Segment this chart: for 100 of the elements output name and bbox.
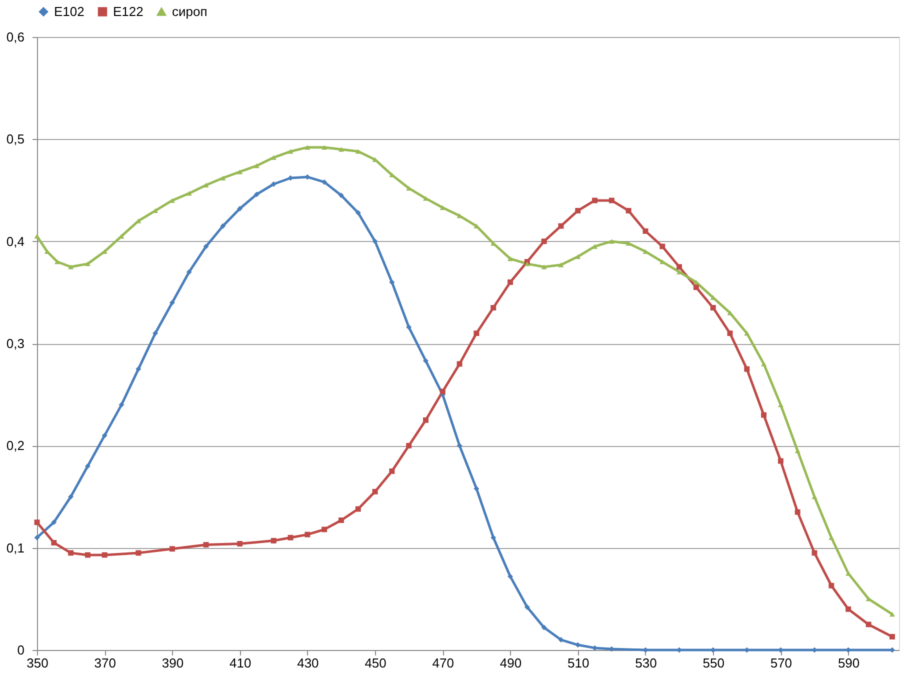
- point: [727, 330, 733, 336]
- point: [608, 198, 614, 204]
- point: [558, 262, 564, 268]
- y-tick-label: 0: [17, 642, 24, 658]
- point: [866, 622, 872, 628]
- point: [338, 147, 344, 152]
- point: [51, 540, 57, 546]
- point: [890, 612, 895, 617]
- point: [169, 300, 175, 306]
- x-tick-label: 430: [297, 656, 319, 670]
- x-tick-label: 350: [26, 656, 48, 670]
- x-tick-label: 410: [229, 656, 252, 670]
- point: [84, 552, 90, 558]
- point: [406, 324, 412, 330]
- point: [456, 442, 462, 448]
- point: [440, 205, 446, 210]
- x-tick-label: 590: [838, 656, 860, 670]
- point: [136, 366, 142, 372]
- x-tick-label: 390: [162, 656, 184, 670]
- point: [676, 264, 682, 270]
- y-tick-label: 0,3: [6, 336, 24, 351]
- x-tick-label: 470: [432, 656, 454, 670]
- point: [524, 604, 530, 610]
- point: [338, 192, 344, 198]
- x-tick-label: 550: [702, 656, 724, 670]
- point: [270, 538, 276, 544]
- y-tick-label: 0,6: [6, 30, 24, 44]
- point: [254, 163, 260, 168]
- point: [355, 210, 361, 216]
- point: [237, 206, 243, 212]
- point: [84, 261, 90, 266]
- point: [846, 606, 852, 612]
- point: [186, 190, 192, 196]
- point: [423, 358, 428, 364]
- point: [575, 208, 581, 214]
- point: [118, 402, 124, 408]
- point: [794, 509, 800, 515]
- point: [642, 228, 648, 234]
- point: [890, 634, 895, 640]
- point: [490, 534, 496, 540]
- y-tick-label: 0,4: [6, 234, 24, 249]
- x-tick-label: 570: [770, 656, 792, 670]
- point: [812, 550, 818, 556]
- x-tick-label: 450: [364, 656, 386, 670]
- point: [558, 637, 564, 643]
- x-tick-label: 510: [568, 656, 590, 670]
- legend-label: сироп: [172, 4, 208, 19]
- point: [203, 542, 209, 548]
- point: [541, 264, 547, 270]
- point: [693, 280, 699, 285]
- point: [220, 223, 226, 229]
- point: [68, 494, 74, 500]
- point: [490, 305, 496, 310]
- point: [474, 330, 480, 336]
- point: [744, 366, 750, 372]
- point: [744, 330, 750, 336]
- point: [270, 181, 276, 187]
- point: [34, 534, 40, 540]
- point: [237, 169, 243, 174]
- x-tick-label: 370: [94, 656, 116, 670]
- point: [254, 192, 260, 198]
- point: [186, 269, 192, 275]
- point: [372, 238, 378, 244]
- point: [102, 432, 108, 438]
- point: [423, 417, 428, 423]
- point: [169, 546, 175, 552]
- point: [508, 279, 513, 285]
- point: [828, 582, 834, 588]
- y-tick-label: 0,5: [6, 132, 24, 147]
- point: [693, 284, 699, 290]
- point: [34, 520, 40, 526]
- point: [558, 223, 564, 229]
- point: [389, 279, 395, 285]
- point: [304, 144, 310, 150]
- point: [389, 468, 395, 474]
- point: [355, 149, 361, 154]
- point: [136, 550, 142, 556]
- point: [626, 208, 632, 214]
- point: [778, 458, 784, 464]
- point: [203, 244, 209, 250]
- point: [304, 532, 310, 538]
- y-tick-label: 0,2: [6, 438, 24, 454]
- point: [440, 388, 446, 394]
- point: [761, 412, 767, 418]
- legend-label: E122: [113, 4, 144, 19]
- point: [592, 198, 598, 204]
- point: [660, 244, 666, 250]
- point: [508, 574, 513, 580]
- point: [423, 196, 428, 201]
- point: [710, 305, 716, 310]
- point: [220, 176, 226, 180]
- point: [406, 442, 412, 448]
- point: [322, 179, 328, 185]
- point: [608, 238, 614, 244]
- point: [761, 362, 767, 366]
- point: [456, 361, 462, 367]
- point: [237, 541, 243, 546]
- point: [54, 259, 60, 264]
- point: [288, 149, 294, 154]
- point: [102, 552, 108, 558]
